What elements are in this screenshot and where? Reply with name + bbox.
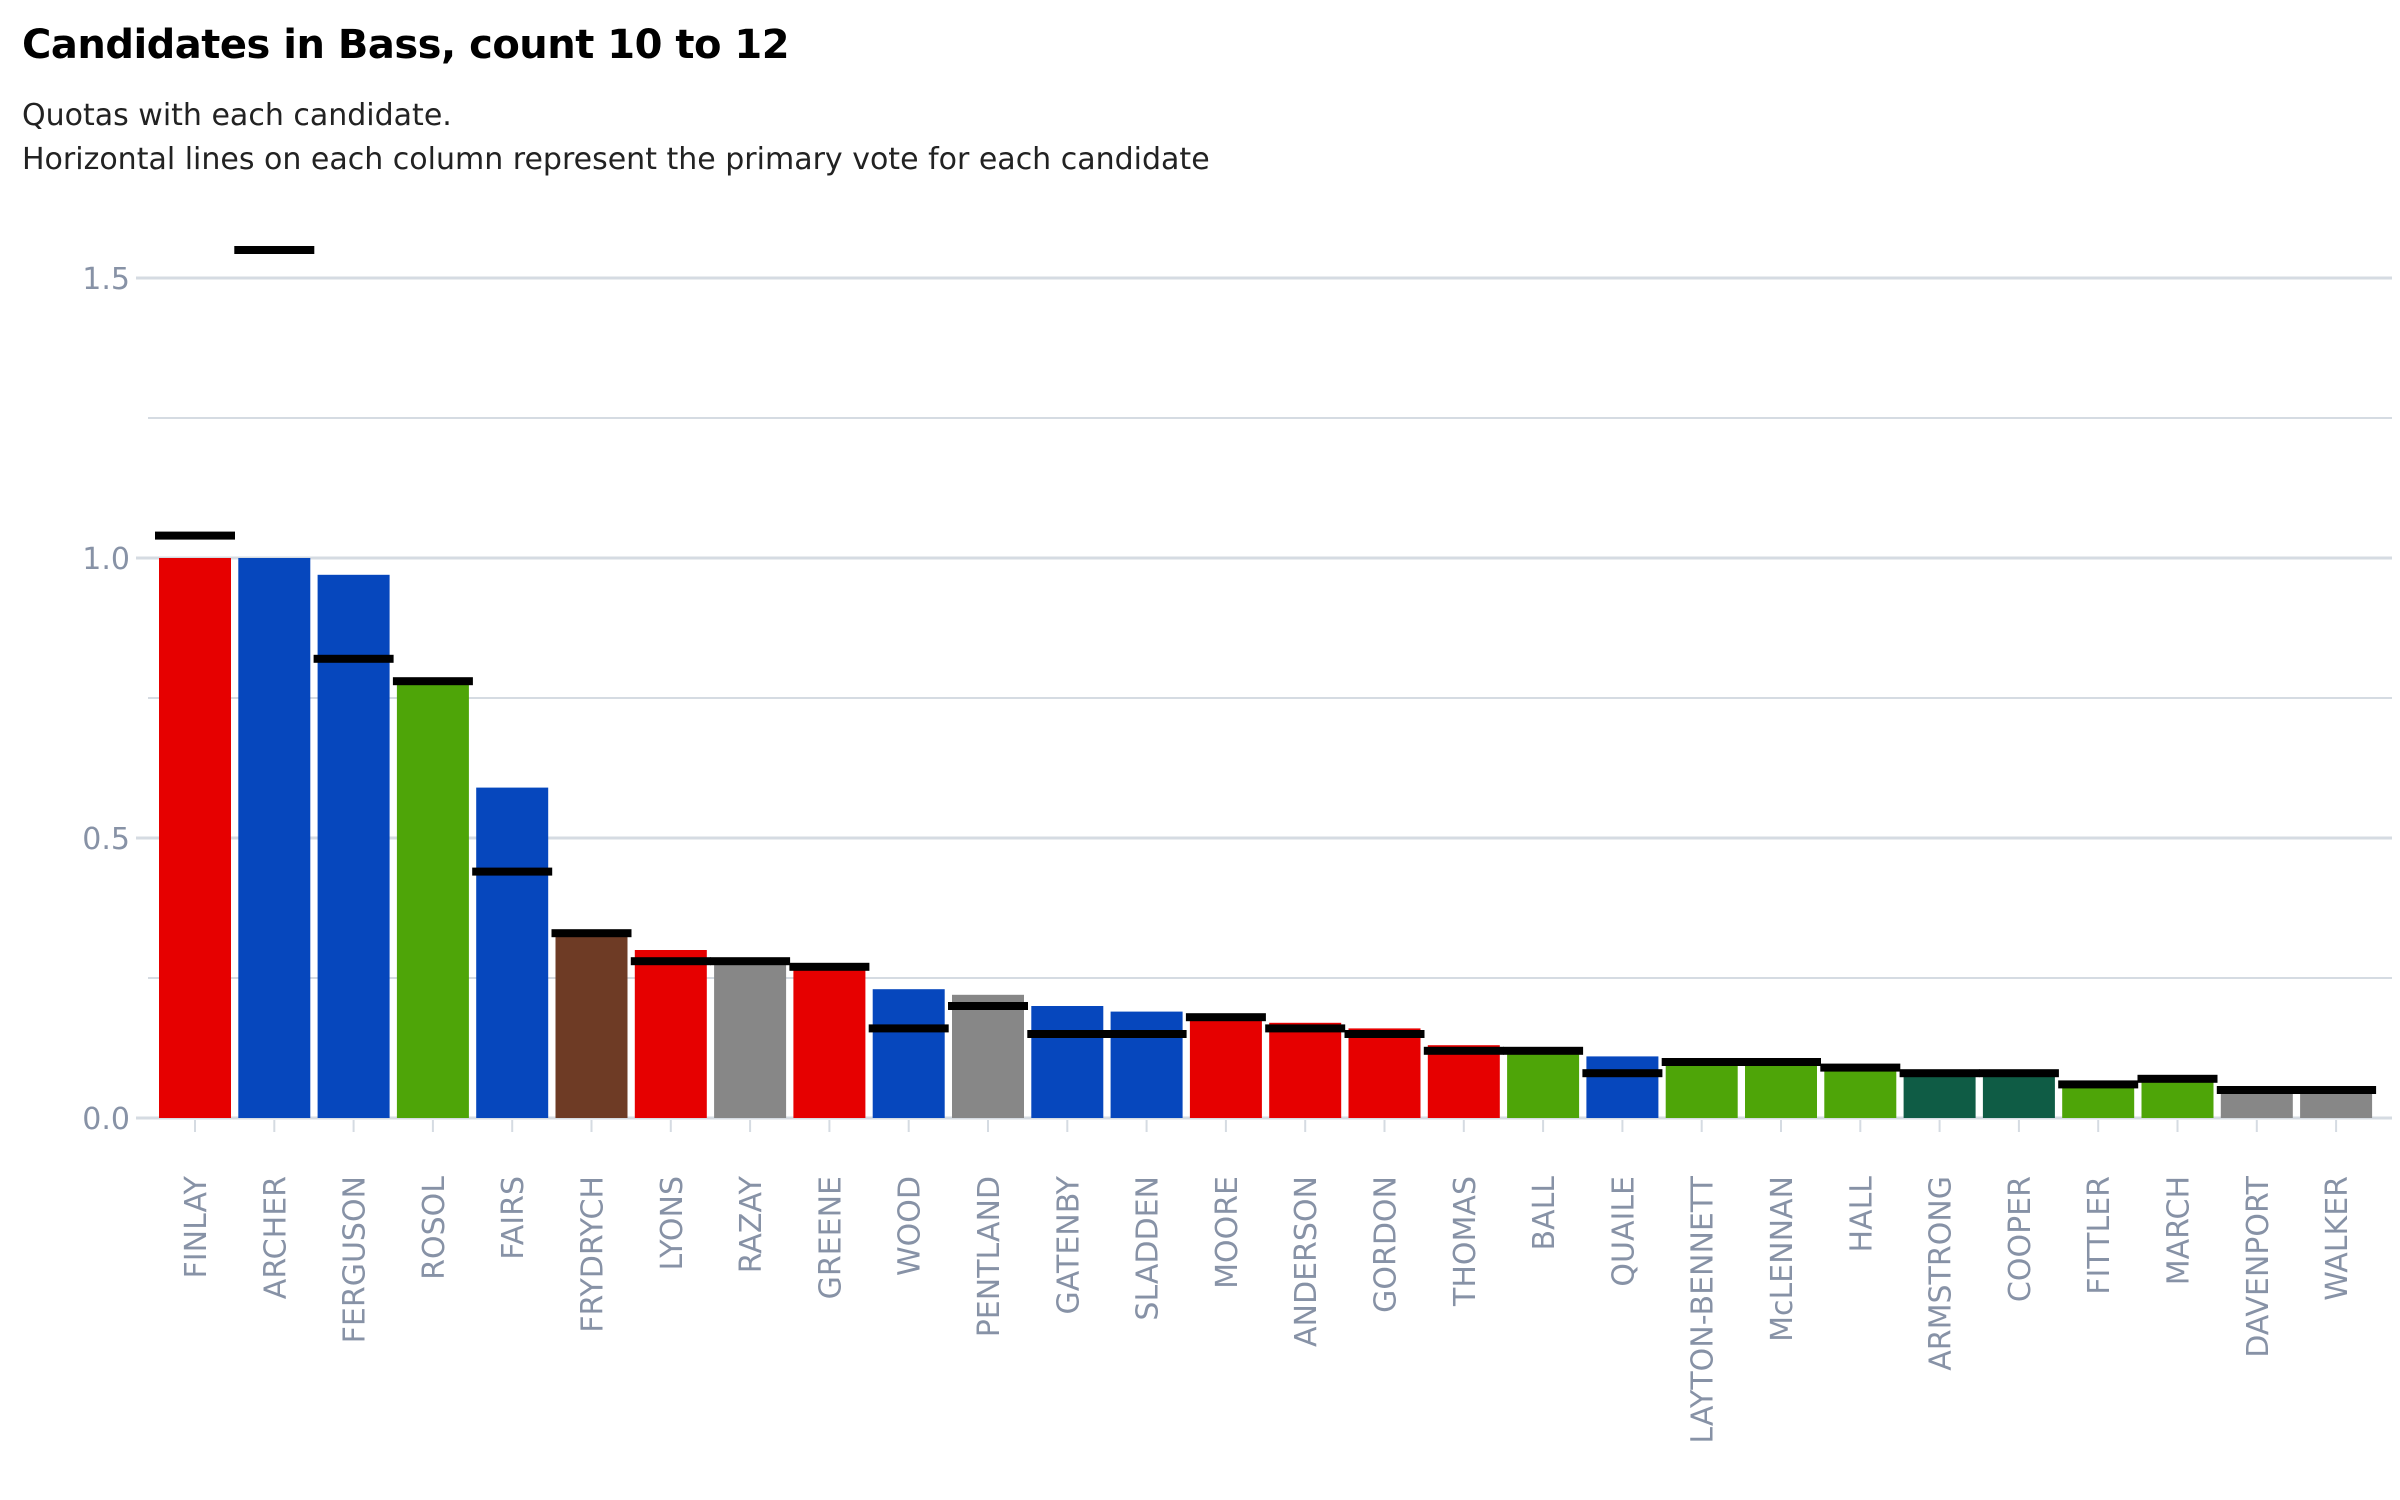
bar-finlay	[159, 558, 231, 1118]
chart-subtitle-line2: Horizontal lines on each column represen…	[22, 142, 1210, 177]
bar-layton-bennett	[1665, 1062, 1738, 1118]
bar-gordon	[1348, 1028, 1421, 1118]
bar-armstrong	[1903, 1073, 1976, 1118]
y-tick-label: 0.0	[82, 1102, 130, 1137]
x-label-layton-bennett: LAYTON-BENNETT	[1686, 1175, 1721, 1443]
primary-marker-sladden	[1106, 1030, 1187, 1038]
x-label-wood: WOOD	[893, 1176, 928, 1276]
y-tick-label: 0.5	[82, 822, 130, 857]
bar-ferguson	[317, 574, 390, 1118]
x-label-ferguson: FERGUSON	[338, 1176, 373, 1343]
bar-quaile	[1586, 1056, 1659, 1118]
primary-marker-razay	[710, 957, 791, 966]
x-label-fittler: FITTLER	[2082, 1176, 2117, 1295]
bar-march	[2141, 1078, 2214, 1118]
x-label-greene: GREENE	[813, 1176, 848, 1299]
primary-marker-fittler	[2058, 1080, 2139, 1089]
x-label-gordon: GORDON	[1369, 1176, 1404, 1313]
bar-moore	[1189, 1017, 1262, 1118]
primary-vote-markers	[155, 246, 2377, 1094]
x-label-anderson: ANDERSON	[1289, 1176, 1324, 1347]
primary-marker-lyons	[630, 957, 711, 966]
x-label-ball: BALL	[1527, 1176, 1562, 1251]
primary-marker-davenport	[2216, 1086, 2297, 1094]
x-label-sladden: SLADDEN	[1131, 1176, 1166, 1321]
bar-frydrych	[555, 933, 628, 1118]
bar-anderson	[1269, 1022, 1342, 1118]
x-label-lyons: LYONS	[655, 1176, 690, 1271]
primary-marker-fairs	[472, 867, 553, 876]
x-label-hall: HALL	[1844, 1176, 1879, 1253]
bar-archer	[238, 558, 311, 1118]
primary-marker-archer	[234, 246, 315, 254]
primary-marker-layton-bennett	[1661, 1058, 1742, 1066]
bar-walker	[2300, 1090, 2373, 1118]
x-label-finlay: FINLAY	[179, 1175, 214, 1278]
bars	[159, 558, 2373, 1118]
primary-marker-moore	[1185, 1013, 1266, 1022]
primary-marker-march	[2137, 1074, 2218, 1083]
primary-marker-cooper	[1978, 1069, 2059, 1078]
x-label-archer: ARCHER	[258, 1176, 293, 1299]
chart-subtitle-line1: Quotas with each candidate.	[22, 98, 452, 133]
primary-marker-gordon	[1344, 1030, 1425, 1038]
primary-marker-ball	[1503, 1046, 1584, 1055]
bar-cooper	[1982, 1073, 2055, 1118]
x-label-gatenby: GATENBY	[1051, 1175, 1086, 1314]
primary-marker-hall	[1820, 1063, 1901, 1072]
primary-marker-finlay	[155, 531, 235, 540]
x-label-moore: MOORE	[1210, 1176, 1245, 1289]
bar-fittler	[2062, 1084, 2135, 1118]
x-label-walker: WALKER	[2320, 1176, 2355, 1301]
primary-marker-anderson	[1265, 1024, 1346, 1033]
category-labels: FINLAY ARCHER FERGUSON ROSOL FAIRS FRYDRYCH LY…	[179, 1120, 2355, 1444]
y-tick-label: 1.5	[82, 262, 130, 297]
primary-marker-ferguson	[313, 654, 394, 663]
bar-davenport	[2220, 1090, 2293, 1118]
bar-fairs	[476, 787, 549, 1118]
chart-title: Candidates in Bass, count 10 to 12	[22, 22, 790, 68]
x-label-davenport: DAVENPORT	[2241, 1175, 2276, 1357]
x-label-thomas: THOMAS	[1448, 1176, 1483, 1307]
bar-rosol	[396, 681, 469, 1118]
primary-marker-pentland	[948, 1002, 1028, 1010]
bar-pentland	[952, 994, 1024, 1118]
primary-marker-thomas	[1423, 1046, 1504, 1055]
x-label-fairs: FAIRS	[496, 1176, 531, 1260]
bar-hall	[1824, 1067, 1897, 1118]
bar-sladden	[1110, 1011, 1183, 1118]
bar-greene	[793, 966, 866, 1118]
y-tick-label: 1.0	[82, 542, 130, 577]
bar-ball	[1507, 1050, 1580, 1118]
primary-marker-wood	[868, 1024, 949, 1033]
bar-mclennan	[1745, 1062, 1817, 1118]
bar-thomas	[1427, 1045, 1500, 1118]
x-label-cooper: COOPER	[2003, 1176, 2038, 1302]
bar-lyons	[634, 950, 707, 1118]
x-label-quaile: QUAILE	[1606, 1176, 1641, 1287]
primary-marker-frydrych	[551, 929, 632, 938]
x-label-rosol: ROSOL	[417, 1176, 452, 1280]
primary-marker-quaile	[1582, 1069, 1663, 1078]
x-label-march: MARCH	[2162, 1176, 2197, 1285]
bar-razay	[714, 961, 787, 1118]
primary-marker-armstrong	[1899, 1069, 1980, 1078]
primary-marker-mclennan	[1741, 1058, 1821, 1066]
x-label-mclennan: McLENNAN	[1765, 1176, 1800, 1342]
primary-marker-greene	[789, 962, 870, 971]
primary-marker-walker	[2296, 1086, 2377, 1094]
x-label-armstrong: ARMSTRONG	[1924, 1176, 1959, 1371]
x-label-frydrych: FRYDRYCH	[576, 1176, 611, 1333]
primary-marker-rosol	[392, 677, 473, 686]
bar-gatenby	[1031, 1006, 1104, 1118]
bar-wood	[872, 989, 945, 1118]
x-label-pentland: PENTLAND	[972, 1176, 1007, 1337]
x-label-razay: RAZAY	[734, 1175, 769, 1273]
primary-marker-gatenby	[1027, 1030, 1108, 1038]
